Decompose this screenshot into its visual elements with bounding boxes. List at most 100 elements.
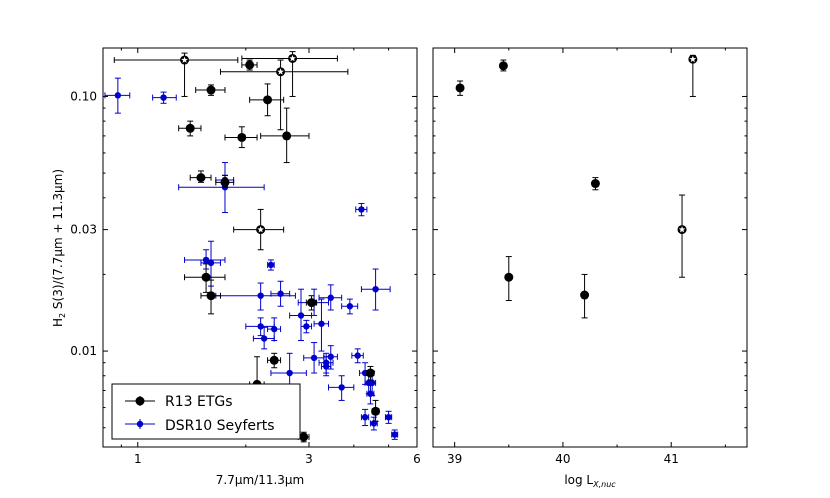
etg-point bbox=[215, 174, 235, 188]
legend: R13 ETGs DSR10 Seyferts bbox=[111, 383, 301, 440]
seyfert-point-marker bbox=[202, 256, 210, 264]
etg-point bbox=[305, 295, 318, 311]
seyfert-point bbox=[152, 91, 177, 104]
etg-point-marker bbox=[263, 95, 273, 105]
etg-point-marker bbox=[371, 406, 381, 416]
etg-point bbox=[371, 399, 381, 422]
seyfert-point-marker bbox=[277, 290, 284, 297]
etg-point-marker bbox=[282, 131, 292, 141]
seyfert-point-marker bbox=[372, 285, 379, 293]
etg-point-right-marker bbox=[580, 290, 590, 300]
seyfert-point-marker bbox=[271, 325, 278, 333]
seyfert-point bbox=[200, 240, 221, 287]
etg-point-right-marker bbox=[590, 179, 600, 189]
seyfert-point-marker bbox=[160, 94, 167, 101]
seyfert-point-marker bbox=[354, 352, 361, 359]
seyfert-point-marker bbox=[114, 92, 122, 99]
seyfert-point-marker bbox=[338, 384, 345, 391]
y-axis-label-text: S(3)/(7.7μm + 11.3μm) bbox=[51, 169, 65, 313]
seyfert-point bbox=[270, 280, 291, 307]
seyfert-point bbox=[320, 356, 332, 377]
etg-point bbox=[241, 51, 338, 97]
etg-point-right-marker bbox=[498, 61, 508, 71]
seyfert-point-marker bbox=[385, 413, 392, 421]
seyfert-point bbox=[360, 268, 391, 311]
seyfert-point bbox=[245, 317, 275, 337]
seyfert-point-marker bbox=[318, 320, 325, 327]
legend-label-seyfert: DSR10 Seyferts bbox=[165, 418, 275, 434]
right-x-axis-label-sub: X,nuc bbox=[592, 480, 616, 489]
etg-point-right-star bbox=[678, 226, 686, 233]
seyfert-point bbox=[355, 202, 368, 217]
y-axis-label-subscript: 2 bbox=[58, 313, 67, 318]
etg-point-marker bbox=[206, 85, 216, 95]
etg-point bbox=[224, 126, 258, 149]
left-panel-frame bbox=[102, 47, 418, 448]
etg-point-marker bbox=[185, 123, 195, 133]
etg-point bbox=[241, 59, 258, 71]
etg-point bbox=[195, 84, 226, 96]
seyfert-point-marker bbox=[267, 261, 275, 269]
left-x-tick-label: 3 bbox=[305, 452, 313, 466]
seyfert-point bbox=[313, 298, 329, 352]
seyfert-point bbox=[252, 326, 275, 350]
etg-point-right bbox=[590, 177, 600, 191]
seyfert-point bbox=[360, 408, 370, 427]
right-x-tick-label: 39 bbox=[447, 452, 462, 466]
seyfert-point bbox=[303, 342, 325, 374]
left-y-tick-label: 0.01 bbox=[70, 344, 97, 358]
seyfert-point-marker bbox=[257, 323, 264, 330]
right-panel-frame bbox=[432, 47, 748, 448]
seyfert-point bbox=[300, 319, 313, 334]
etg-point-marker bbox=[196, 173, 206, 183]
seyfert-point bbox=[391, 429, 399, 440]
legend-marker-seyfert bbox=[125, 419, 155, 429]
seyfert-point-marker bbox=[346, 303, 354, 310]
etg-point bbox=[200, 279, 221, 315]
etg-point-star bbox=[257, 226, 264, 233]
etg-point bbox=[249, 83, 285, 117]
seyfert-point-marker bbox=[370, 420, 378, 427]
etg-point-marker bbox=[237, 132, 247, 142]
right-axis-ticks: 39 40 41 bbox=[433, 48, 747, 466]
etg-point-marker bbox=[201, 272, 211, 282]
seyfert-point bbox=[384, 410, 393, 424]
right-x-tick-label: 40 bbox=[555, 452, 570, 466]
seyfert-point-marker bbox=[257, 292, 264, 299]
right-x-axis-label-main: log L bbox=[564, 473, 593, 487]
etg-point-right bbox=[677, 194, 687, 278]
legend-label-etg: R13 ETGs bbox=[165, 394, 233, 410]
etg-point-right-marker bbox=[504, 272, 514, 282]
etg-point-marker bbox=[206, 291, 216, 301]
seyfert-point-marker bbox=[391, 431, 398, 438]
etg-point-star bbox=[289, 54, 296, 62]
left-axis-ticks: 1 3 6 0.01 0.03 0.10 bbox=[70, 48, 421, 466]
etg-point-marker bbox=[220, 177, 230, 187]
seyfert-point bbox=[267, 259, 275, 271]
etg-point bbox=[233, 208, 285, 251]
etg-point-right bbox=[688, 54, 698, 97]
seyfert-point-marker bbox=[361, 413, 369, 421]
legend-box bbox=[111, 383, 301, 440]
left-y-tick-label: 0.03 bbox=[70, 223, 97, 237]
right-x-tick-label: 41 bbox=[664, 452, 679, 466]
etg-point bbox=[184, 263, 226, 293]
etg-point-marker bbox=[269, 355, 279, 365]
seyfert-point-marker bbox=[297, 312, 305, 319]
etg-point bbox=[113, 52, 239, 97]
seyfert-point bbox=[104, 77, 131, 114]
etg-point bbox=[219, 59, 349, 131]
etg-point bbox=[178, 120, 202, 137]
etg-point-right bbox=[580, 273, 590, 319]
etg-point-marker bbox=[365, 368, 375, 378]
etg-point bbox=[260, 107, 310, 164]
seyfert-point-marker bbox=[327, 294, 334, 301]
right-x-axis-label: log LX,nuc bbox=[564, 473, 616, 489]
right-data-points bbox=[455, 54, 698, 319]
seyfert-point bbox=[318, 284, 343, 311]
seyfert-point-marker bbox=[310, 354, 318, 362]
seyfert-point-marker bbox=[303, 323, 310, 330]
seyfert-point bbox=[366, 380, 375, 405]
seyfert-point bbox=[289, 288, 313, 342]
